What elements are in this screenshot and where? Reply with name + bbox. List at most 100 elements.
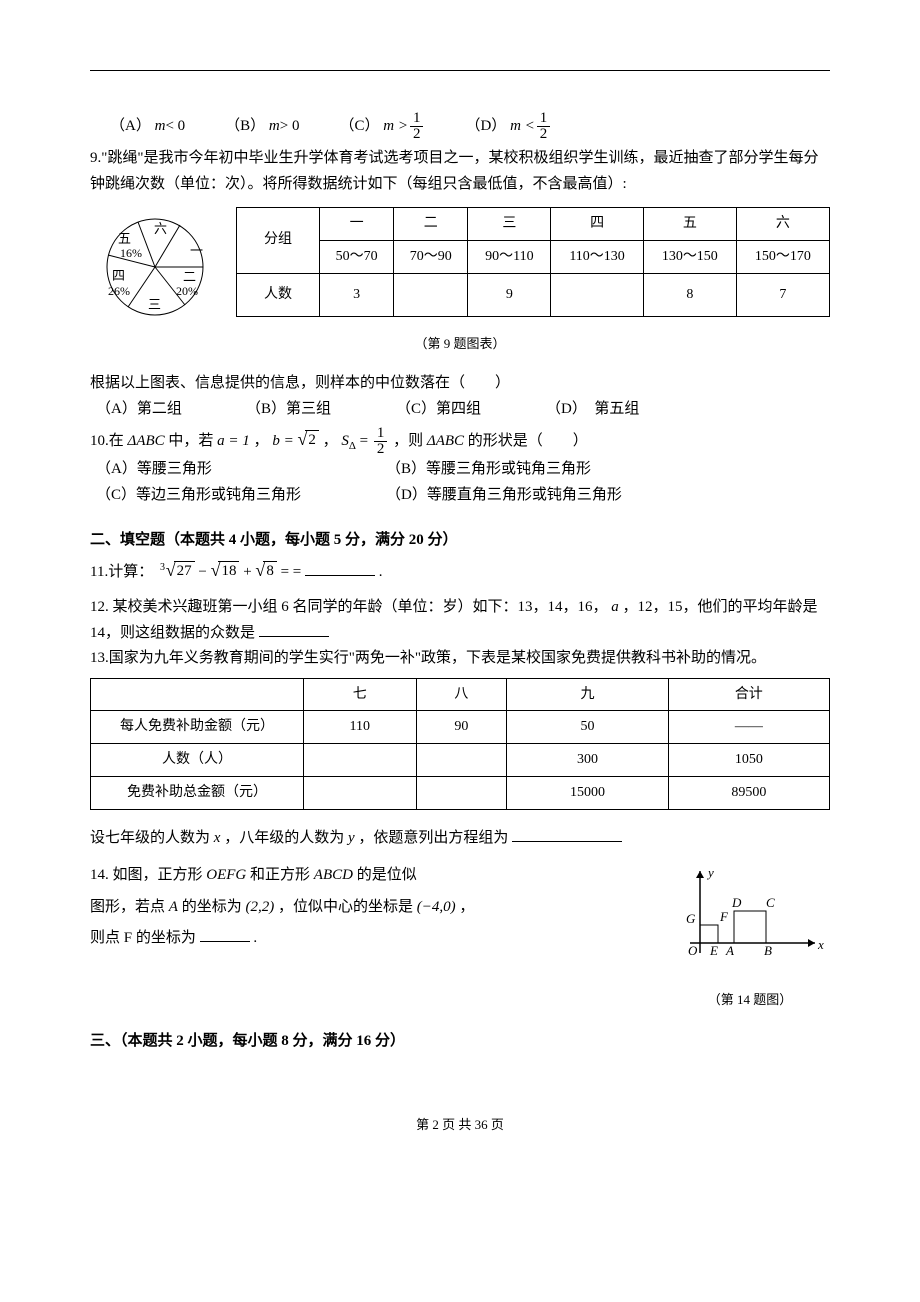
- q13-c4: 合计: [668, 678, 829, 711]
- q10-s-sub: Δ: [349, 440, 356, 452]
- q13-r3h: 免费补助总金额（元）: [91, 776, 304, 809]
- lbl-G: G: [686, 911, 696, 926]
- q10-tail: 的形状是（ ）: [468, 433, 588, 449]
- q13-t2-m: ，八年级的人数为: [224, 830, 348, 846]
- pie-pct-two: 20%: [176, 284, 198, 298]
- q10-tri: ΔABC: [128, 433, 165, 449]
- q10-mid2: ，则: [393, 433, 427, 449]
- plus1: +: [243, 564, 255, 580]
- q14-l3b: .: [253, 930, 257, 946]
- q9-caption: （第 9 题图表）: [90, 333, 830, 355]
- q9-g6: 六: [736, 208, 829, 241]
- q9-c3: 9: [468, 273, 551, 316]
- option-b-label: （B）: [225, 114, 265, 140]
- frac-den: 2: [410, 127, 424, 142]
- section-2-heading: 二、填空题（本题共 4 小题，每小题 5 分，满分 20 分）: [90, 528, 830, 554]
- q14-text: 14. 如图，正方形 OEFG 和正方形 ABCD 的是位似 图形，若点 A 的…: [90, 863, 650, 952]
- q14-l2a: 图形，若点: [90, 899, 169, 915]
- q14-blank[interactable]: [200, 926, 250, 942]
- q9-text: 9."跳绳"是我市今年初中毕业生升学体育考试选考项目之一，某校积极组织学生训练，…: [90, 146, 830, 197]
- option-b-var: m: [269, 114, 280, 140]
- q10-stem: 10.在 ΔABC 中，若 a = 1 ， b = √2 ， SΔ = 1 2 …: [90, 426, 830, 457]
- lbl-F: F: [719, 909, 729, 924]
- option-d-label: （D）: [465, 114, 506, 140]
- q10-a: a = 1: [217, 433, 250, 449]
- page-footer: 第 2 页 共 36 页: [90, 1114, 830, 1136]
- pie-pct-four: 26%: [108, 284, 130, 298]
- q13-r1h: 每人免费补助金额（元）: [91, 711, 304, 744]
- option-a: （A） m < 0: [110, 114, 185, 140]
- q14-l1b: 和正方形: [250, 867, 314, 883]
- q13-t2-r: ，依题意列出方程组为: [358, 830, 508, 846]
- frac-den: 2: [374, 442, 388, 457]
- q10-b-l: b =: [272, 433, 297, 449]
- lbl-E: E: [709, 943, 718, 958]
- q14-l1c: 的是位似: [357, 867, 417, 883]
- q11-r2: 18: [218, 561, 239, 580]
- q12-a: a: [611, 599, 619, 615]
- q9-opt-a: （A）第二组: [96, 397, 246, 423]
- q13-r3-3: 89500: [668, 776, 829, 809]
- q9-r1: 50～70: [320, 240, 394, 273]
- q13-r1-1: 90: [416, 711, 507, 744]
- q8-options: （A） m < 0 （B） m > 0 （C） m > 1 2 （D） m < …: [110, 111, 830, 142]
- q10-tri2: ΔABC: [427, 433, 464, 449]
- q13-text2: 设七年级的人数为 x ，八年级的人数为 y ，依题意列出方程组为: [90, 826, 830, 852]
- option-d-expr: m <: [510, 114, 535, 140]
- option-a-label: （A）: [110, 114, 151, 140]
- option-b: （B） m > 0: [225, 114, 299, 140]
- q9-opt-c: （C）第四组: [396, 397, 546, 423]
- q11-r1: 27: [174, 561, 195, 580]
- q13-r2-3: 1050: [668, 744, 829, 777]
- frac-den: 2: [537, 127, 551, 142]
- option-a-var: m: [155, 114, 166, 140]
- q12-blank[interactable]: [259, 621, 329, 637]
- q9-th-count: 人数: [237, 273, 320, 316]
- q10-b-sqrt: √2: [297, 430, 318, 449]
- q10-opt-b: （B）等腰三角形或钝角三角形: [386, 457, 591, 483]
- q9-g5: 五: [643, 208, 736, 241]
- q9-c5: 8: [643, 273, 736, 316]
- frac-num: 1: [537, 111, 551, 127]
- q13-r1-2: 50: [507, 711, 668, 744]
- q10-options: （A）等腰三角形 （B）等腰三角形或钝角三角形 （C）等边三角形或钝角三角形 （…: [96, 457, 830, 508]
- q9-r2: 70～90: [394, 240, 468, 273]
- q11-blank[interactable]: [305, 560, 375, 576]
- q11-lead: 11.计算：: [90, 564, 153, 580]
- q14-A: A: [169, 899, 178, 915]
- q13-c2: 八: [416, 678, 507, 711]
- option-c-frac: 1 2: [410, 111, 424, 142]
- pie-label-four: 四: [112, 268, 125, 283]
- q9-g2: 二: [394, 208, 468, 241]
- q13-r3-1: [416, 776, 507, 809]
- q14-figure: y x O E A B G F D C （第 14 题图）: [670, 863, 830, 1011]
- q14-l2b: 的坐标为: [182, 899, 246, 915]
- q11-tail: = =: [281, 564, 305, 580]
- q10-comma1: ，: [254, 433, 269, 449]
- q10-opt-c: （C）等边三角形或钝角三角形: [96, 483, 386, 509]
- option-b-op: > 0: [280, 114, 300, 140]
- q14-sq2: ABCD: [314, 867, 353, 883]
- lbl-A: A: [725, 943, 734, 958]
- q13-c0: [91, 678, 304, 711]
- q10-opt-a: （A）等腰三角形: [96, 457, 386, 483]
- pie-chart: 一 二 20% 三 四 26% 五 16% 六: [90, 207, 220, 327]
- q9-r5: 130～150: [643, 240, 736, 273]
- lbl-x: x: [817, 937, 824, 952]
- option-c-label: （C）: [339, 114, 379, 140]
- q9-r4: 110～130: [551, 240, 643, 273]
- q10-frac: 1 2: [374, 426, 388, 457]
- q12: 12. 某校美术兴趣班第一小组 6 名同学的年龄（单位：岁）如下：13，14，1…: [90, 595, 830, 646]
- q13-blank[interactable]: [512, 826, 622, 842]
- q14-l2c: ，位似中心的坐标是: [278, 899, 417, 915]
- q13-r2h: 人数（人）: [91, 744, 304, 777]
- q11: 11.计算： 3 √27 − √18 + √8 = = .: [90, 560, 830, 586]
- q13-table: 七 八 九 合计 每人免费补助金额（元） 110 90 50 —— 人数（人） …: [90, 678, 830, 810]
- lbl-C: C: [766, 895, 775, 910]
- q13-c3: 九: [507, 678, 668, 711]
- q10-comma2: ，: [323, 433, 338, 449]
- q10-opt-d: （D）等腰直角三角形或钝角三角形: [386, 483, 622, 509]
- q13-text: 13.国家为九年义务教育期间的学生实行"两免一补"政策，下表是某校国家免费提供教…: [90, 646, 830, 672]
- pie-label-one: 一: [190, 243, 203, 258]
- q10-lead: 10.在: [90, 433, 128, 449]
